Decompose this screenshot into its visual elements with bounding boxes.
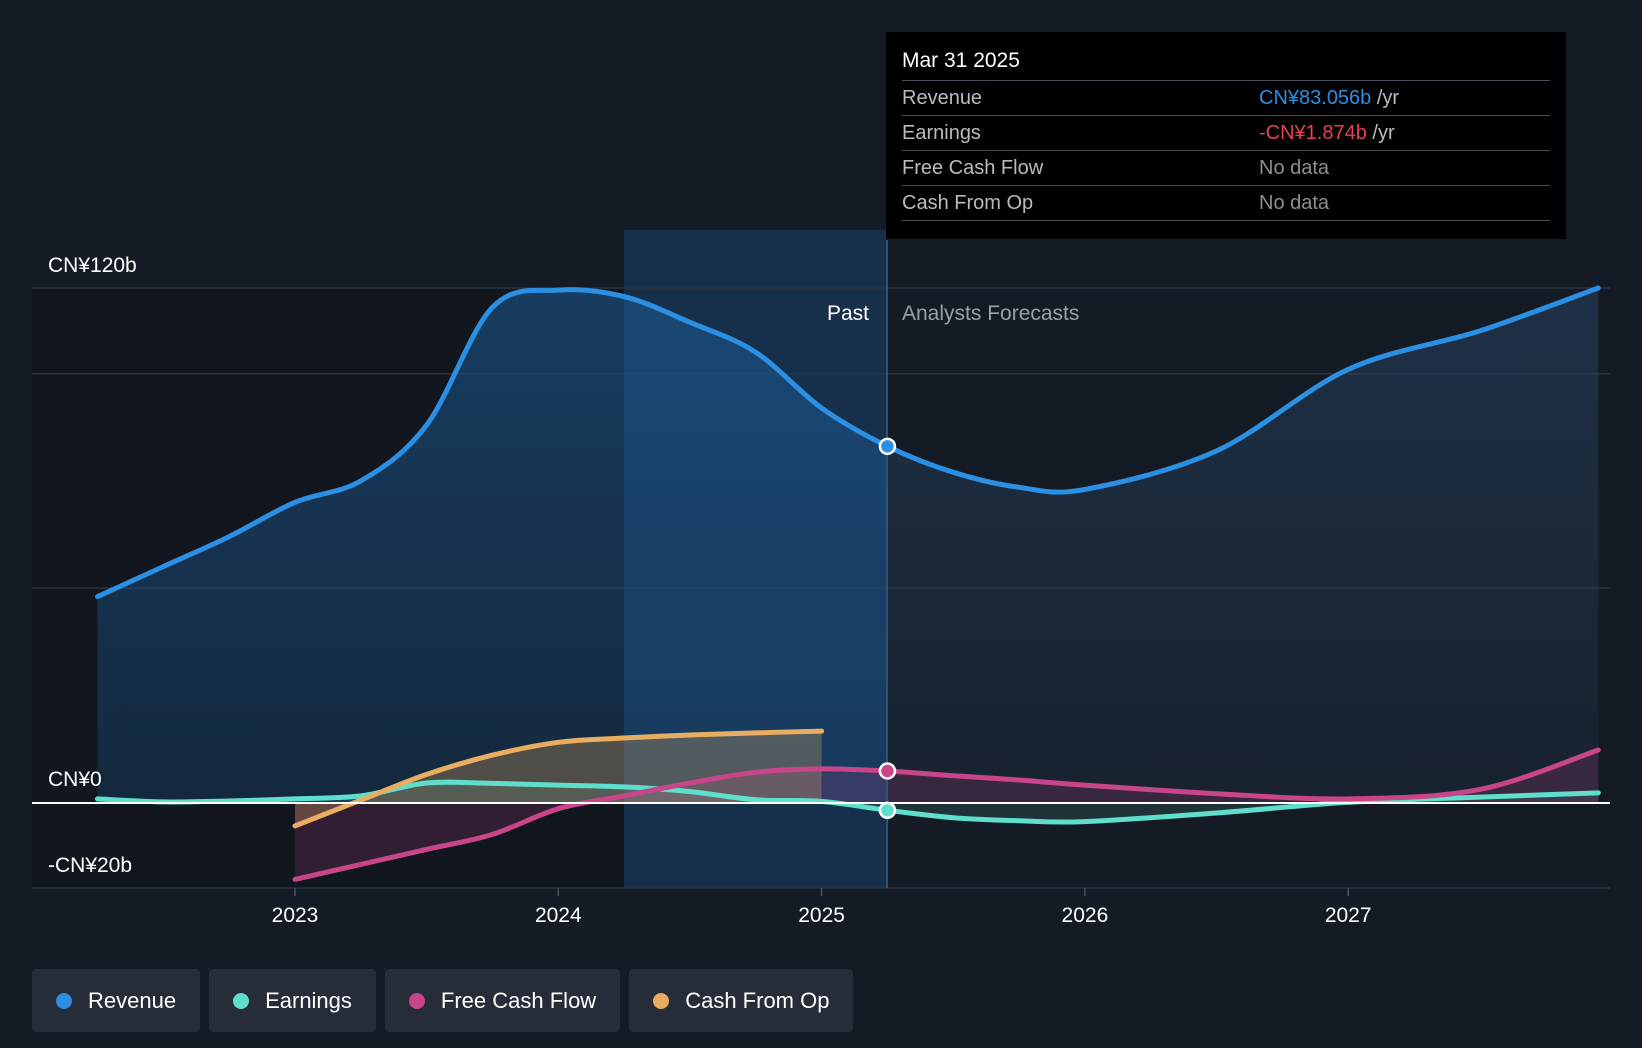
legend-item-free-cash-flow[interactable]: Free Cash Flow	[384, 969, 621, 1032]
legend-item-revenue[interactable]: Revenue	[32, 969, 201, 1032]
series-lines	[95, 285, 1601, 882]
legend: Revenue Earnings Free Cash Flow Cash Fro…	[32, 969, 854, 1032]
past-label: Past	[827, 302, 869, 325]
tooltip-row-cash-from-op: Cash From Op No data	[902, 185, 1550, 221]
highlight-points	[878, 437, 897, 820]
tooltip-label: Free Cash Flow	[902, 157, 1044, 179]
cfo-value: No data	[1259, 192, 1330, 214]
legend-item-earnings[interactable]: Earnings	[209, 969, 376, 1032]
tooltip-label: Revenue	[902, 87, 983, 109]
free-cash-flow-highlight-point	[878, 762, 897, 780]
unit: /yr	[1371, 87, 1400, 109]
revenue-area-forecast	[887, 288, 1599, 803]
x-tick-label: 2026	[1062, 904, 1109, 927]
x-tick-label: 2024	[535, 904, 582, 927]
y-tick-label-bottom: -CN¥20b	[48, 854, 132, 877]
x-axis-ticks: 2023 2024 2025 2026 2027	[272, 888, 1372, 927]
legend-label: Revenue	[88, 987, 177, 1013]
cash-from-op-line	[292, 728, 825, 829]
earnings-highlight-point	[878, 801, 897, 820]
tooltip-label: Cash From Op	[902, 192, 1034, 214]
y-tick-label-zero: CN¥0	[48, 768, 102, 791]
tooltip-value: No data	[1259, 186, 1329, 220]
tooltip-row-free-cash-flow: Free Cash Flow No data	[902, 150, 1550, 185]
y-tick-label-top: CN¥120b	[48, 254, 137, 277]
tooltip-value: -CN¥1.874b /yr	[1259, 116, 1395, 150]
unit: /yr	[1366, 122, 1395, 144]
legend-item-cash-from-op[interactable]: Cash From Op	[629, 969, 854, 1032]
x-tick-label: 2023	[272, 904, 319, 927]
legend-dot-icon	[56, 992, 72, 1009]
fcf-value: No data	[1259, 157, 1330, 179]
tooltip: Mar 31 2025 Revenue CN¥83.056b /yr Earni…	[886, 32, 1566, 239]
forecast-label: Analysts Forecasts	[902, 302, 1079, 325]
revenue-value: CN¥83.056b	[1259, 87, 1372, 109]
revenue-highlight-point	[878, 437, 897, 456]
revenue-line	[95, 285, 1601, 600]
earnings-value: -CN¥1.874b	[1259, 122, 1367, 144]
legend-label: Earnings	[265, 987, 352, 1013]
legend-dot-icon	[408, 992, 425, 1009]
x-tick-label: 2027	[1325, 904, 1372, 927]
free-cash-flow-line	[292, 747, 1601, 882]
legend-label: Cash From Op	[685, 987, 830, 1013]
tooltip-row-revenue: Revenue CN¥83.056b /yr	[902, 80, 1550, 115]
tooltip-value: No data	[1259, 151, 1329, 185]
legend-dot-icon	[233, 992, 250, 1009]
legend-dot-icon	[653, 992, 670, 1009]
tooltip-date: Mar 31 2025	[902, 49, 1020, 72]
tooltip-value: CN¥83.056b /yr	[1259, 81, 1399, 115]
tooltip-label: Earnings	[902, 122, 981, 144]
x-tick-label: 2025	[798, 904, 845, 927]
revenue-area-past	[97, 289, 888, 803]
legend-label: Free Cash Flow	[440, 987, 597, 1013]
tooltip-row-earnings: Earnings -CN¥1.874b /yr	[902, 115, 1550, 150]
earnings-line	[95, 779, 1601, 825]
